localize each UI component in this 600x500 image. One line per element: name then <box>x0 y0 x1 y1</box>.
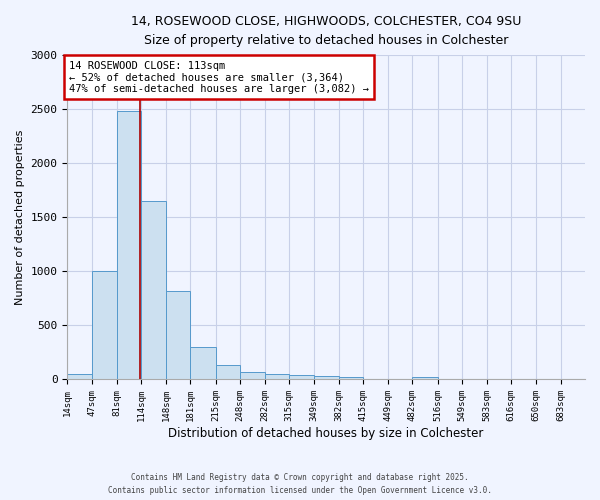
Bar <box>141 201 166 380</box>
Bar <box>67 374 92 380</box>
Bar <box>314 376 338 380</box>
Bar <box>166 291 190 380</box>
Bar <box>190 347 215 380</box>
Bar <box>240 372 265 380</box>
Bar <box>412 377 437 380</box>
Title: 14, ROSEWOOD CLOSE, HIGHWOODS, COLCHESTER, CO4 9SU
Size of property relative to : 14, ROSEWOOD CLOSE, HIGHWOODS, COLCHESTE… <box>131 15 521 47</box>
Bar <box>92 272 116 380</box>
Bar <box>363 379 388 380</box>
Bar <box>265 374 289 380</box>
Bar <box>116 112 141 380</box>
Text: Contains HM Land Registry data © Crown copyright and database right 2025.
Contai: Contains HM Land Registry data © Crown c… <box>108 474 492 495</box>
Bar <box>338 378 363 380</box>
Bar <box>289 374 314 380</box>
X-axis label: Distribution of detached houses by size in Colchester: Distribution of detached houses by size … <box>169 427 484 440</box>
Text: 14 ROSEWOOD CLOSE: 113sqm
← 52% of detached houses are smaller (3,364)
47% of se: 14 ROSEWOOD CLOSE: 113sqm ← 52% of detac… <box>69 60 369 94</box>
Y-axis label: Number of detached properties: Number of detached properties <box>15 130 25 305</box>
Bar <box>215 366 240 380</box>
